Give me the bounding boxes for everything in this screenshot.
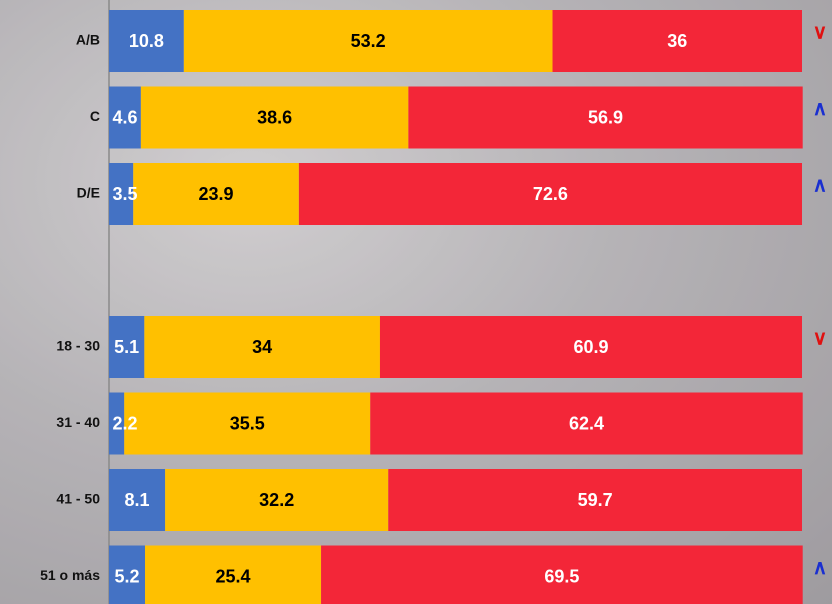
value-label: 62.4 [569,413,604,433]
category-label: 31 - 40 [56,414,100,430]
value-label: 25.4 [216,566,251,586]
value-label: 38.6 [257,107,292,127]
value-label: 3.5 [112,184,137,204]
value-label: 59.7 [578,490,613,510]
value-label: 60.9 [573,337,608,357]
value-label: 8.1 [125,490,150,510]
value-label: 4.6 [112,107,137,127]
value-label: 5.1 [114,337,139,357]
trend-marker: ∨ [813,327,828,349]
category-label: 51 o más [40,567,100,583]
value-label: 23.9 [199,184,234,204]
value-label: 69.5 [544,566,579,586]
value-label: 53.2 [351,31,386,51]
trend-marker: ∨ [813,21,828,43]
value-label: 32.2 [259,490,294,510]
category-label: A/B [76,32,100,48]
category-label: C [90,108,100,124]
trend-marker: ∧ [813,174,828,196]
value-label: 35.5 [230,413,265,433]
category-label: 41 - 50 [56,491,100,507]
category-label: D/E [77,185,100,201]
value-label: 2.2 [112,413,137,433]
value-label: 10.8 [129,31,164,51]
trend-marker: ∧ [813,98,828,120]
category-label: 18 - 30 [56,338,100,354]
trend-marker: ∧ [813,557,828,579]
screen: A/B 10.8 53.2 36 ∨ C 4.6 38.6 56.9 ∧ D/E 3.5 23.9 72.… [0,0,832,604]
value-label: 36 [667,31,687,51]
value-label: 5.2 [115,566,140,586]
value-label: 56.9 [588,107,623,127]
value-label: 34 [252,337,272,357]
value-label: 72.6 [533,184,568,204]
chart: A/B 10.8 53.2 36 ∨ C 4.6 38.6 56.9 ∧ D/E 3.5 23.9 72.… [0,0,832,604]
